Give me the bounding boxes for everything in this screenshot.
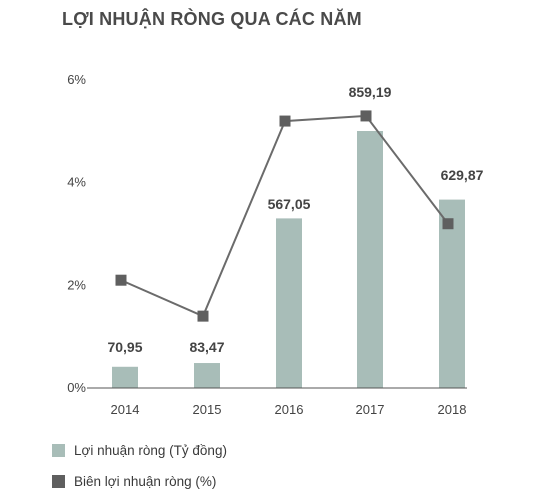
legend-item-margin: Biên lợi nhuận ròng (%) xyxy=(52,474,216,489)
bar-series xyxy=(112,131,465,388)
legend-label-margin: Biên lợi nhuận ròng (%) xyxy=(74,474,217,489)
bar-value-labels: 70,95 83,47 567,05 859,19 629,87 xyxy=(107,84,483,355)
x-tick-label: 2016 xyxy=(275,402,304,417)
legend-swatch-profit xyxy=(52,444,65,457)
y-tick-label: 4% xyxy=(67,175,86,190)
bar-value-label: 83,47 xyxy=(189,339,224,355)
margin-marker xyxy=(279,115,291,127)
margin-marker xyxy=(115,274,127,286)
bar xyxy=(439,199,465,388)
legend-swatch-margin xyxy=(52,475,65,488)
y-tick-label: 2% xyxy=(67,277,86,292)
bar xyxy=(112,366,138,388)
legend-item-profit: Lợi nhuận ròng (Tỷ đồng) xyxy=(52,443,227,458)
legend-label-profit: Lợi nhuận ròng (Tỷ đồng) xyxy=(74,443,227,458)
chart-title: LỢI NHUẬN RÒNG QUA CÁC NĂM xyxy=(62,9,362,29)
bar xyxy=(194,363,220,388)
bar-value-label: 70,95 xyxy=(107,339,142,355)
x-tick-label: 2018 xyxy=(438,402,467,417)
margin-marker xyxy=(360,110,372,122)
bar-value-label: 859,19 xyxy=(349,84,392,100)
bar-value-label: 629,87 xyxy=(441,167,484,183)
x-tick-label: 2014 xyxy=(111,402,140,417)
margin-marker xyxy=(197,310,209,322)
x-tick-label: 2017 xyxy=(356,402,385,417)
x-axis-labels: 2014 2015 2016 2017 2018 xyxy=(111,402,467,417)
bar xyxy=(357,131,383,388)
bar-value-label: 567,05 xyxy=(268,196,311,212)
x-tick-label: 2015 xyxy=(193,402,222,417)
margin-marker xyxy=(442,218,454,230)
margin-markers xyxy=(115,110,454,322)
bar xyxy=(276,218,302,388)
y-tick-label: 6% xyxy=(67,72,86,87)
y-tick-label: 0% xyxy=(67,380,86,395)
combo-chart: 0% 2% 4% 6% 2014 2015 2016 2017 2018 70,95 83,47… xyxy=(67,72,483,417)
y-axis-labels: 0% 2% 4% 6% xyxy=(67,72,86,395)
